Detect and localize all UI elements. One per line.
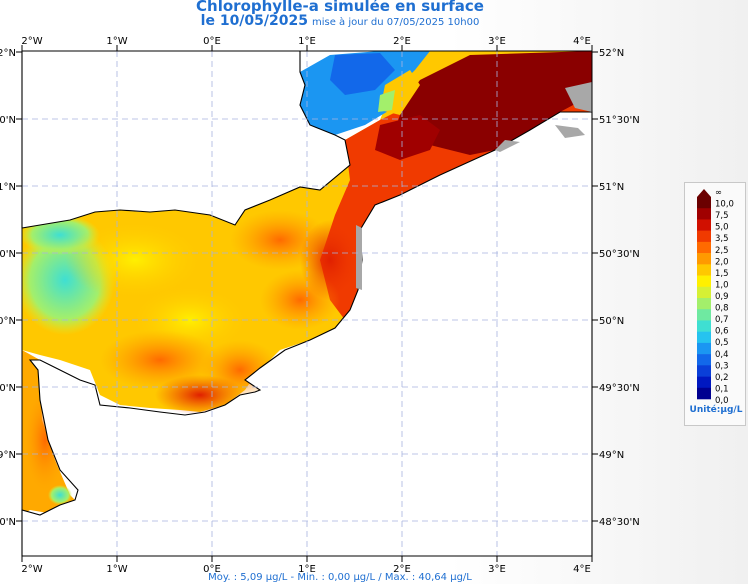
legend-swatch <box>697 309 711 321</box>
legend-tick-label: 1,5 <box>715 269 729 279</box>
legend-tick-label: 0,8 <box>715 304 729 314</box>
legend-tick-label: 0,0 <box>715 396 729 405</box>
lon-label: 1°W <box>106 36 127 47</box>
legend-arrow <box>697 189 711 197</box>
update-info: mise à jour du 07/05/2025 10h00 <box>311 17 480 28</box>
legend-tick-label: 5,0 <box>715 223 729 233</box>
lat-label: 1°N <box>0 182 16 193</box>
lat-label: 48°30'N <box>599 517 640 528</box>
legend-swatch <box>697 298 711 310</box>
lon-label: 0°E <box>203 564 221 575</box>
map-date: le 10/05/2025 <box>200 13 308 29</box>
legend-tick-label: 1,0 <box>715 280 729 290</box>
legend-tick-label: 2,5 <box>715 246 729 256</box>
sea-field <box>22 51 592 515</box>
legend-tick-label: 0,4 <box>715 350 729 360</box>
legend-swatch <box>697 320 711 332</box>
lon-label: 2°E <box>393 564 411 575</box>
color-legend: ∞ 10,0 7,5 5,0 3,5 2,5 2,0 1,5 1,0 0,9 0,8 0,7 0,6 0,… <box>684 182 746 426</box>
legend-tick-label: 0,3 <box>715 361 729 371</box>
legend-swatch <box>697 387 711 400</box>
lat-label: 0'N <box>0 249 16 260</box>
legend-swatch <box>697 219 711 231</box>
legend-tick-label: 0,6 <box>715 327 729 337</box>
legend-tick-label: 0,5 <box>715 338 729 348</box>
map-date-line: le 10/05/2025 mise à jour du 07/05/2025 1… <box>0 13 680 29</box>
legend-tick-label: 7,5 <box>715 211 729 221</box>
lat-label: 0'N <box>0 383 16 394</box>
legend-tick-label: 0,9 <box>715 292 729 302</box>
legend-tick-label: 0,1 <box>715 384 729 394</box>
lon-label: 2°W <box>21 36 42 47</box>
legend-tick-label: ∞ <box>715 188 722 198</box>
lon-label: 1°E <box>298 36 316 47</box>
lon-label: 4°E <box>573 36 591 47</box>
lon-label: 1°E <box>298 564 316 575</box>
lat-label: 50°N <box>599 316 624 327</box>
lat-label: 0'N <box>0 115 16 126</box>
legend-tick-label: 2,0 <box>715 257 729 267</box>
legend-swatch <box>697 253 711 265</box>
legend-swatch <box>697 286 711 299</box>
legend-swatch <box>697 208 711 220</box>
legend-swatch <box>697 197 711 209</box>
lat-label: 51°30'N <box>599 115 640 126</box>
legend-swatch <box>697 230 711 243</box>
lon-label: 2°E <box>393 36 411 47</box>
lon-labels-bottom: 2°W 1°W 0°E 1°E 2°E 3°E 4°E <box>21 564 590 575</box>
lat-label: 0'N <box>0 517 16 528</box>
lat-labels-right: 52°N 51°30'N 51°N 50°30'N 50°N 49°30'N 4… <box>599 48 640 528</box>
lon-label: 3°E <box>488 564 506 575</box>
lon-label: 4°E <box>573 564 591 575</box>
graticule <box>22 51 592 556</box>
lat-label: 49°30'N <box>599 383 640 394</box>
lon-label: 3°E <box>488 36 506 47</box>
legend-scale: ∞10,07,55,03,52,52,01,51,00,90,80,70,60,… <box>697 188 734 405</box>
lon-labels-top: 2°W 1°W 0°E 1°E 2°E 3°E 4°E <box>21 36 590 47</box>
lat-label: 49°N <box>599 450 624 461</box>
lat-label: 51°N <box>599 182 624 193</box>
legend-swatch <box>697 264 711 276</box>
land <box>21 50 593 557</box>
lon-label: 1°W <box>106 564 127 575</box>
lon-label: 2°W <box>21 564 42 575</box>
legend-unit: Unité:µg/L <box>689 405 743 415</box>
lat-label: 50°30'N <box>599 249 640 260</box>
lat-labels-left: 2°N 0'N 1°N 0'N 0°N 0'N 9°N 0'N <box>0 48 16 528</box>
lon-label: 0°E <box>203 36 221 47</box>
lat-label: 9°N <box>0 450 16 461</box>
stats-footer: Moy. : 5,09 µg/L - Min. : 0,00 µg/L / Ma… <box>208 572 472 583</box>
legend-tick-label: 0,2 <box>715 373 729 383</box>
map-title: Chlorophylle-a simulée en surface <box>196 0 484 15</box>
legend-swatch <box>697 331 711 344</box>
legend-tick-label: 0,7 <box>715 315 729 325</box>
legend-swatch <box>697 365 711 377</box>
legend-tick-label: 3,5 <box>715 234 729 244</box>
legend-swatch <box>697 342 711 355</box>
lat-label: 0°N <box>0 316 16 327</box>
lat-label: 2°N <box>0 48 16 59</box>
legend-tick-label: 10,0 <box>715 200 734 210</box>
legend-swatch <box>697 275 711 288</box>
legend-swatch <box>697 241 711 254</box>
lat-label: 52°N <box>599 48 624 59</box>
chlorophyll-map: 2°W 1°W 0°E 1°E 2°E 3°E 4°E 2°W 1°W 0°E … <box>0 36 640 575</box>
legend-swatch <box>697 376 711 389</box>
legend-swatch <box>697 354 711 366</box>
